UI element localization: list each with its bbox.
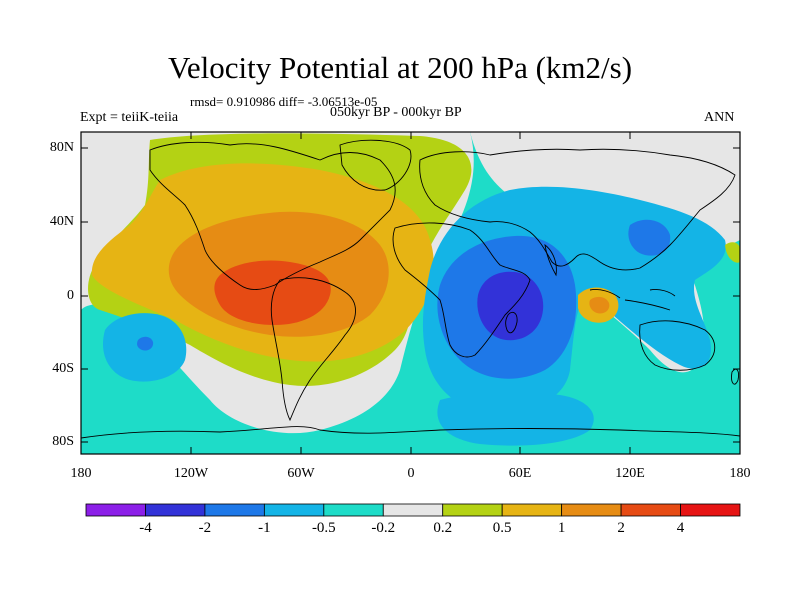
lon-tick-label: 120W: [173, 466, 209, 481]
colorbar-swatch: [204, 503, 265, 517]
experiment-label: Expt = teiiK-teiia: [80, 110, 179, 125]
contour-neg1-asia: [628, 219, 671, 256]
colorbar-label: 0.2: [433, 520, 453, 536]
coast-antarctica: [81, 426, 740, 439]
colorbar-swatch: [620, 503, 681, 517]
colorbar-swatch: [85, 503, 146, 517]
colorbar-swatch: [382, 503, 444, 517]
contour-neg2-east: [477, 271, 544, 341]
lat-tick-label: 40N: [49, 214, 74, 229]
map-title: Velocity Potential at 200 hPa (km2/s): [167, 50, 633, 85]
period-label: 050kyr BP - 000kyr BP: [330, 105, 462, 120]
colorbar-swatch: [442, 503, 503, 517]
lon-tick-label: 180: [729, 466, 751, 481]
coast-india: [544, 244, 557, 277]
colorbar-label: 0.5: [492, 520, 512, 536]
colorbar-swatch: [501, 503, 563, 517]
contour-2-west: [214, 260, 331, 325]
coast-australia: [639, 320, 716, 371]
lat-tick-label: 80N: [49, 140, 74, 155]
colorbar-label: -0.5: [311, 520, 336, 536]
axis-ticks: [81, 132, 740, 454]
stats-line: rmsd= 0.910986 diff= -3.06513e-05: [190, 94, 378, 109]
coast-madagascar: [505, 311, 518, 334]
lon-tick-label: 180: [70, 466, 92, 481]
lon-tick-label: 0: [407, 466, 415, 481]
contour-neg1-pacific: [137, 336, 154, 351]
coast-north-america: [149, 141, 396, 290]
lat-tick-label: 80S: [52, 434, 74, 449]
colorbar-label: -2: [198, 520, 212, 536]
contour-0.2-eastedge: [725, 242, 740, 263]
contour-neg05-south: [437, 392, 594, 446]
coast-south-america: [270, 277, 356, 422]
season-label: ANN: [704, 110, 735, 125]
colorbar-swatch: [561, 503, 622, 517]
contour-field: [81, 132, 740, 454]
colorbar-label: -4: [139, 520, 152, 536]
lon-tick-label: 120E: [615, 466, 645, 481]
colorbar-label: -1: [258, 520, 271, 536]
coast-greenland: [339, 139, 412, 191]
colorbar-label: 1: [557, 520, 566, 536]
lat-tick-label: 40S: [52, 361, 74, 376]
colorbar-label: 4: [676, 520, 685, 536]
lon-tick-label: 60E: [508, 466, 532, 481]
colorbar-swatch: [323, 503, 384, 517]
lat-tick-label: 0: [67, 288, 74, 303]
colorbar-swatch: [263, 503, 325, 517]
coast-indonesia: [589, 289, 676, 311]
coast-africa: [392, 222, 531, 358]
colorbar-swatch: [680, 503, 741, 517]
colorbar-label: -0.2: [371, 520, 396, 536]
coast-eurasia: [419, 148, 736, 271]
colorbar-label: 2: [617, 520, 625, 536]
coastlines: [81, 139, 740, 439]
colorbar-swatch: [145, 503, 206, 517]
colorbar: [85, 503, 741, 517]
lon-tick-label: 60W: [287, 466, 315, 481]
contour-1-indonesia: [589, 296, 610, 314]
